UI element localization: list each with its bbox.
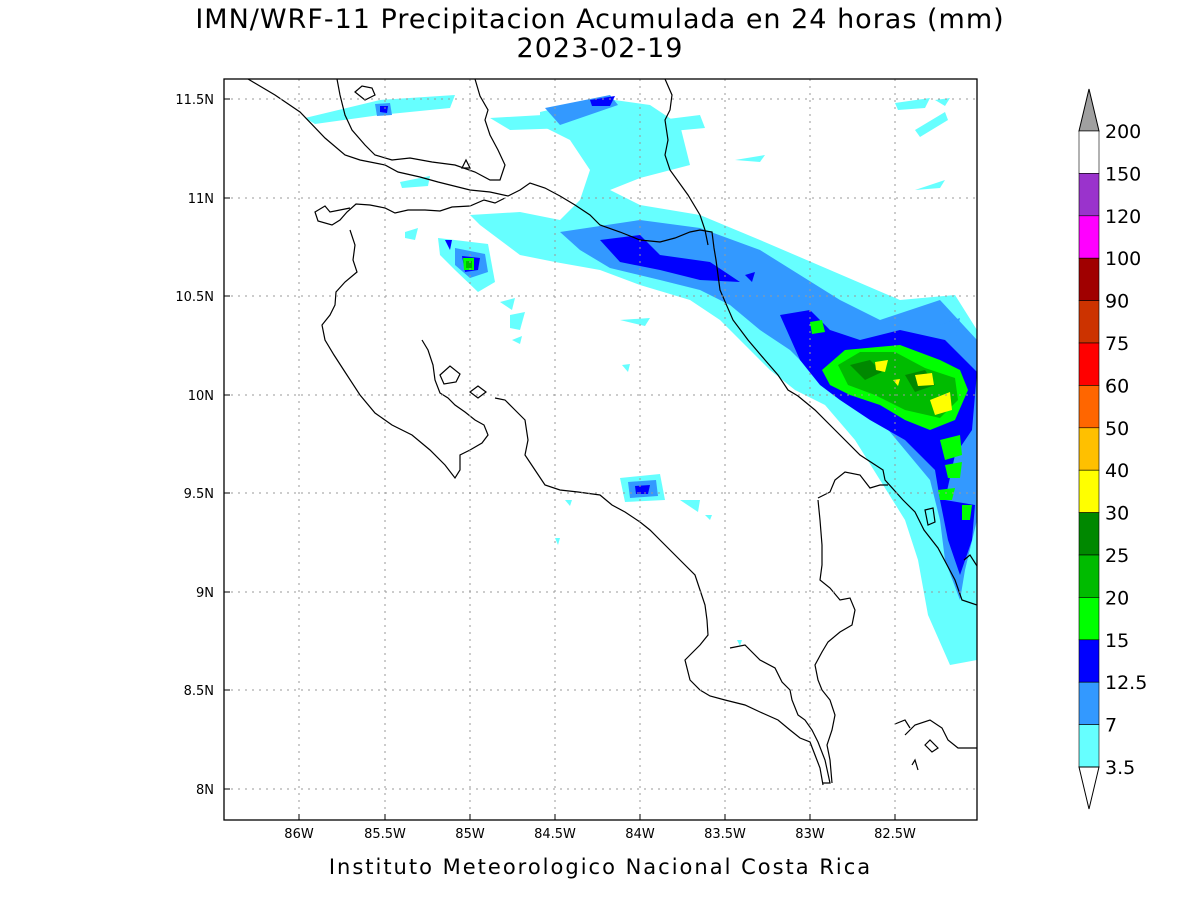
colorbar-swatch	[1078, 257, 1100, 301]
colorbar-swatches	[1078, 130, 1100, 768]
map-title: IMN/WRF-11 Precipitacion Acumulada en 24…	[195, 4, 1005, 35]
lat-tick-label: 11N	[188, 192, 214, 207]
colorbar-label: 100	[1105, 248, 1141, 270]
colorbar-swatch	[1078, 342, 1100, 386]
colorbar-swatch	[1078, 215, 1100, 259]
grid-layer	[224, 79, 977, 820]
colorbar-label: 30	[1105, 503, 1129, 525]
colorbar-label: 75	[1105, 333, 1129, 355]
colorbar-label: 120	[1105, 206, 1141, 228]
lon-tick-label: 84.5W	[534, 827, 576, 842]
colorbar-swatch	[1078, 385, 1100, 429]
colorbar-label: 200	[1105, 121, 1141, 143]
colorbar-label: 25	[1105, 545, 1129, 567]
lon-tick-label: 82.5W	[874, 827, 916, 842]
lat-tick-label: 8.5N	[184, 684, 214, 699]
colorbar-swatch	[1078, 681, 1100, 725]
colorbar-swatch	[1078, 469, 1100, 513]
lat-tick-label: 10.5N	[175, 290, 214, 305]
colorbar-arrow-bottom	[1078, 766, 1100, 810]
lon-tick-label: 84W	[625, 827, 655, 842]
lon-tick-label: 85.5W	[364, 827, 406, 842]
colorbar-swatch	[1078, 512, 1100, 556]
lat-tick-label: 11.5N	[175, 93, 214, 108]
colorbar-label: 12.5	[1105, 672, 1147, 694]
colorbar-swatch	[1078, 173, 1100, 217]
lat-tick-label: 10N	[188, 389, 214, 404]
credit-text: Instituto Meteorologico Nacional Costa R…	[328, 855, 873, 879]
colorbar-label: 150	[1105, 163, 1141, 185]
colorbar: 200 150 120 100 90 75 60 50 40 30 25 20 15 12.5 7 3.5	[1078, 88, 1147, 810]
colorbar-swatch	[1078, 639, 1100, 683]
coastline-layer	[247, 79, 977, 786]
colorbar-label: 50	[1105, 418, 1129, 440]
lon-tick-label: 83.5W	[704, 827, 746, 842]
tick-marks	[224, 98, 896, 820]
lon-tick-label: 83W	[795, 827, 825, 842]
map-frame	[223, 78, 978, 821]
colorbar-label: 20	[1105, 587, 1129, 609]
colorbar-swatch	[1078, 130, 1100, 174]
colorbar-label: 60	[1105, 375, 1129, 397]
colorbar-label: 15	[1105, 630, 1129, 652]
colorbar-label: 7	[1105, 715, 1117, 737]
lat-tick-label: 9N	[196, 586, 214, 601]
lon-axis: 86W 85.5W 85W 84.5W 84W 83.5W 83W 82.5W	[284, 827, 916, 842]
map-date: 2023-02-19	[516, 33, 684, 64]
colorbar-swatch	[1078, 300, 1100, 344]
colorbar-arrow-top	[1078, 88, 1100, 132]
colorbar-swatch	[1078, 597, 1100, 641]
colorbar-swatch	[1078, 724, 1100, 768]
lat-tick-label: 9.5N	[184, 487, 214, 502]
colorbar-swatch	[1078, 554, 1100, 598]
colorbar-swatch	[1078, 427, 1100, 471]
lon-tick-label: 85W	[455, 827, 485, 842]
lon-tick-label: 86W	[284, 827, 314, 842]
colorbar-label: 40	[1105, 460, 1129, 482]
colorbar-label: 90	[1105, 291, 1129, 313]
lat-tick-label: 8N	[196, 783, 214, 798]
precipitation-layer	[305, 95, 977, 665]
precip-band-40	[875, 360, 952, 415]
colorbar-labels: 200 150 120 100 90 75 60 50 40 30 25 20 15 12.5 7 3.5	[1105, 121, 1147, 779]
lat-axis: 11.5N 11N 10.5N 10N 9.5N 9N 8.5N 8N	[175, 93, 214, 798]
colorbar-label: 3.5	[1105, 757, 1135, 779]
